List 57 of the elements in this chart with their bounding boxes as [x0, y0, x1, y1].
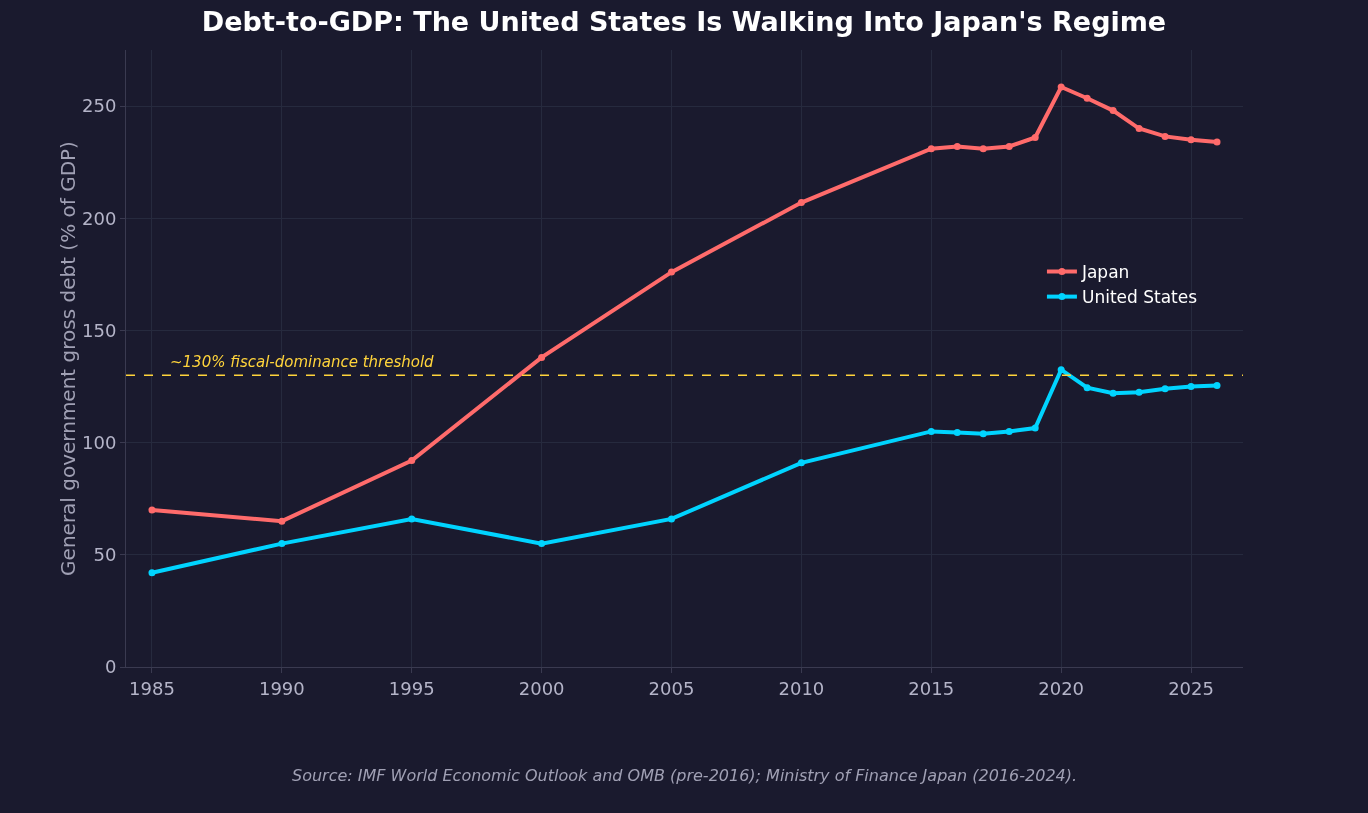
- point: [1109, 107, 1117, 115]
- y-tick-label: 100: [82, 431, 117, 453]
- x-tick-label: 2015: [908, 677, 955, 699]
- point: [797, 459, 805, 467]
- x-tick-label: 2010: [778, 677, 825, 699]
- x-tick-label: 2025: [1168, 677, 1214, 699]
- x-tick-label: 1985: [129, 677, 175, 699]
- point: [1031, 424, 1039, 432]
- legend-label: United States: [1081, 287, 1198, 308]
- y-tick-label: 150: [82, 319, 117, 341]
- x-tick-label: 2020: [1038, 677, 1085, 699]
- point: [1109, 389, 1117, 397]
- point: [408, 457, 416, 465]
- point: [1057, 83, 1065, 91]
- ref-line-label: ~130% fiscal-dominance threshold: [170, 353, 435, 371]
- point: [1083, 384, 1091, 392]
- point: [927, 427, 935, 435]
- point: [1135, 125, 1143, 133]
- point: [148, 506, 156, 514]
- point: [1005, 427, 1013, 435]
- point: [1187, 383, 1195, 391]
- x-tick-label: 1995: [388, 677, 435, 699]
- point: [797, 199, 805, 207]
- y-tick-label: 0: [104, 656, 117, 678]
- point: [1161, 132, 1169, 140]
- legend-label: Japan: [1080, 262, 1130, 283]
- point: [278, 540, 286, 548]
- point: [953, 142, 961, 150]
- x-tick-label: 2000: [518, 677, 565, 699]
- point: [408, 515, 416, 523]
- point: [538, 540, 546, 548]
- y-tick-label: 50: [93, 544, 117, 566]
- point: [979, 430, 987, 438]
- chart-title: Debt-to-GDP: The United States Is Walking Into Japan's Regime: [201, 6, 1167, 38]
- source-note: Source: IMF World Economic Outlook and OMB (pre-2016); Ministry of Finance Japan (2016-2024).: [292, 766, 1078, 785]
- point: [538, 353, 546, 361]
- point: [1213, 381, 1221, 389]
- x-tick-label: 1990: [258, 677, 305, 699]
- point: [1135, 388, 1143, 396]
- point: [668, 268, 676, 276]
- point: [953, 429, 961, 437]
- x-tick-label: 2005: [648, 677, 695, 699]
- point: [1161, 385, 1169, 393]
- point: [1057, 366, 1065, 374]
- y-tick-label: 200: [82, 207, 117, 229]
- point: [148, 569, 156, 577]
- point: [668, 515, 676, 523]
- point: [1083, 94, 1091, 102]
- y-tick-label: 250: [82, 95, 117, 117]
- point: [1213, 138, 1221, 146]
- point: [927, 145, 935, 153]
- point: [979, 145, 987, 153]
- point: [1005, 142, 1013, 150]
- point: [1187, 136, 1195, 144]
- point: [278, 517, 286, 525]
- point: [1031, 134, 1039, 141]
- y-axis-title: General government gross debt (% of GDP): [56, 141, 81, 576]
